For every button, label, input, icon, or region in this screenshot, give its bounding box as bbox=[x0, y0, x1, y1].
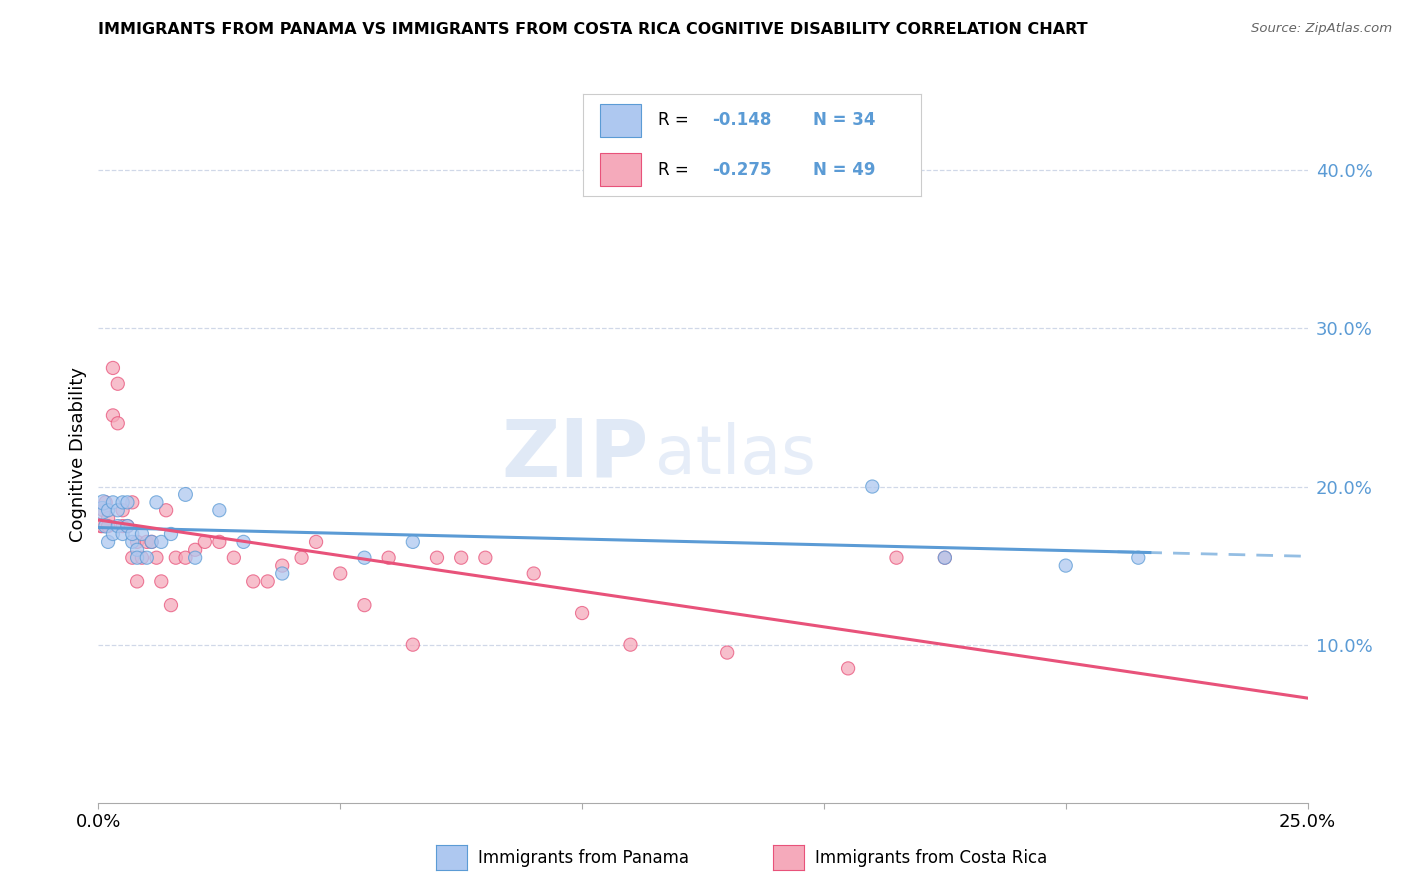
Point bbox=[127, 574, 149, 589]
Text: ZIP: ZIP bbox=[502, 416, 648, 494]
Text: R =: R = bbox=[658, 161, 693, 178]
Point bbox=[860, 479, 883, 493]
Point bbox=[131, 550, 153, 565]
Point bbox=[329, 566, 352, 581]
Point bbox=[94, 495, 117, 509]
Point bbox=[121, 527, 143, 541]
Point bbox=[135, 550, 157, 565]
Point bbox=[107, 519, 129, 533]
Point bbox=[107, 376, 129, 391]
Point bbox=[91, 503, 114, 517]
FancyBboxPatch shape bbox=[600, 104, 641, 136]
Point bbox=[837, 661, 859, 675]
Point bbox=[127, 534, 149, 549]
Point bbox=[474, 550, 496, 565]
Point bbox=[141, 534, 163, 549]
Point bbox=[271, 566, 294, 581]
Point bbox=[208, 534, 231, 549]
Point bbox=[97, 519, 120, 533]
Text: N = 34: N = 34 bbox=[813, 112, 876, 129]
Point bbox=[91, 495, 114, 509]
Point bbox=[174, 550, 197, 565]
Point bbox=[121, 550, 143, 565]
Point bbox=[107, 503, 129, 517]
Text: IMMIGRANTS FROM PANAMA VS IMMIGRANTS FROM COSTA RICA COGNITIVE DISABILITY CORREL: IMMIGRANTS FROM PANAMA VS IMMIGRANTS FRO… bbox=[98, 22, 1088, 37]
Point bbox=[305, 534, 328, 549]
Point bbox=[716, 646, 738, 660]
Point bbox=[402, 638, 425, 652]
Point bbox=[222, 550, 245, 565]
Point bbox=[1054, 558, 1077, 573]
Point bbox=[101, 527, 124, 541]
Text: -0.275: -0.275 bbox=[711, 161, 772, 178]
Point bbox=[184, 550, 207, 565]
Text: R =: R = bbox=[658, 112, 693, 129]
Point bbox=[174, 487, 197, 501]
Point bbox=[150, 534, 173, 549]
Point bbox=[121, 534, 143, 549]
Point bbox=[571, 606, 593, 620]
Text: N = 49: N = 49 bbox=[813, 161, 876, 178]
Point bbox=[135, 534, 157, 549]
Point bbox=[111, 527, 134, 541]
Point bbox=[131, 527, 153, 541]
Point bbox=[256, 574, 278, 589]
Point bbox=[619, 638, 641, 652]
Point bbox=[111, 503, 134, 517]
Point bbox=[94, 519, 117, 533]
Point bbox=[242, 574, 264, 589]
Point bbox=[150, 574, 173, 589]
Text: Immigrants from Panama: Immigrants from Panama bbox=[478, 849, 689, 867]
Point bbox=[160, 598, 183, 612]
Point bbox=[101, 409, 124, 423]
Point bbox=[886, 550, 908, 565]
Point bbox=[127, 550, 149, 565]
Point bbox=[271, 558, 294, 573]
Point bbox=[101, 495, 124, 509]
Point bbox=[353, 550, 375, 565]
Point bbox=[141, 534, 163, 549]
Point bbox=[934, 550, 956, 565]
Point bbox=[450, 550, 472, 565]
Text: -0.148: -0.148 bbox=[711, 112, 770, 129]
Point bbox=[208, 503, 231, 517]
Point bbox=[97, 503, 120, 517]
Point bbox=[145, 495, 167, 509]
Point bbox=[194, 534, 217, 549]
Point bbox=[91, 503, 114, 517]
Point bbox=[1128, 550, 1150, 565]
Point bbox=[91, 519, 114, 533]
Point bbox=[111, 519, 134, 533]
Point bbox=[117, 495, 139, 509]
Point bbox=[155, 503, 177, 517]
Point bbox=[184, 542, 207, 557]
Point bbox=[934, 550, 956, 565]
Point bbox=[290, 550, 312, 565]
Point bbox=[90, 519, 112, 533]
Point bbox=[97, 534, 120, 549]
Point bbox=[121, 495, 143, 509]
Point bbox=[127, 542, 149, 557]
Point bbox=[165, 550, 187, 565]
Y-axis label: Cognitive Disability: Cognitive Disability bbox=[69, 368, 87, 542]
Point bbox=[117, 519, 139, 533]
Point bbox=[377, 550, 399, 565]
Point bbox=[107, 417, 129, 431]
Point bbox=[117, 519, 139, 533]
Point bbox=[101, 360, 124, 375]
Text: Source: ZipAtlas.com: Source: ZipAtlas.com bbox=[1251, 22, 1392, 36]
Text: atlas: atlas bbox=[655, 422, 815, 488]
Point bbox=[111, 495, 134, 509]
Point bbox=[97, 511, 120, 525]
Point bbox=[426, 550, 449, 565]
Point bbox=[145, 550, 167, 565]
Point bbox=[523, 566, 546, 581]
Text: Immigrants from Costa Rica: Immigrants from Costa Rica bbox=[815, 849, 1047, 867]
Point bbox=[402, 534, 425, 549]
Point bbox=[232, 534, 254, 549]
FancyBboxPatch shape bbox=[600, 153, 641, 186]
Point bbox=[160, 527, 183, 541]
Point bbox=[353, 598, 375, 612]
